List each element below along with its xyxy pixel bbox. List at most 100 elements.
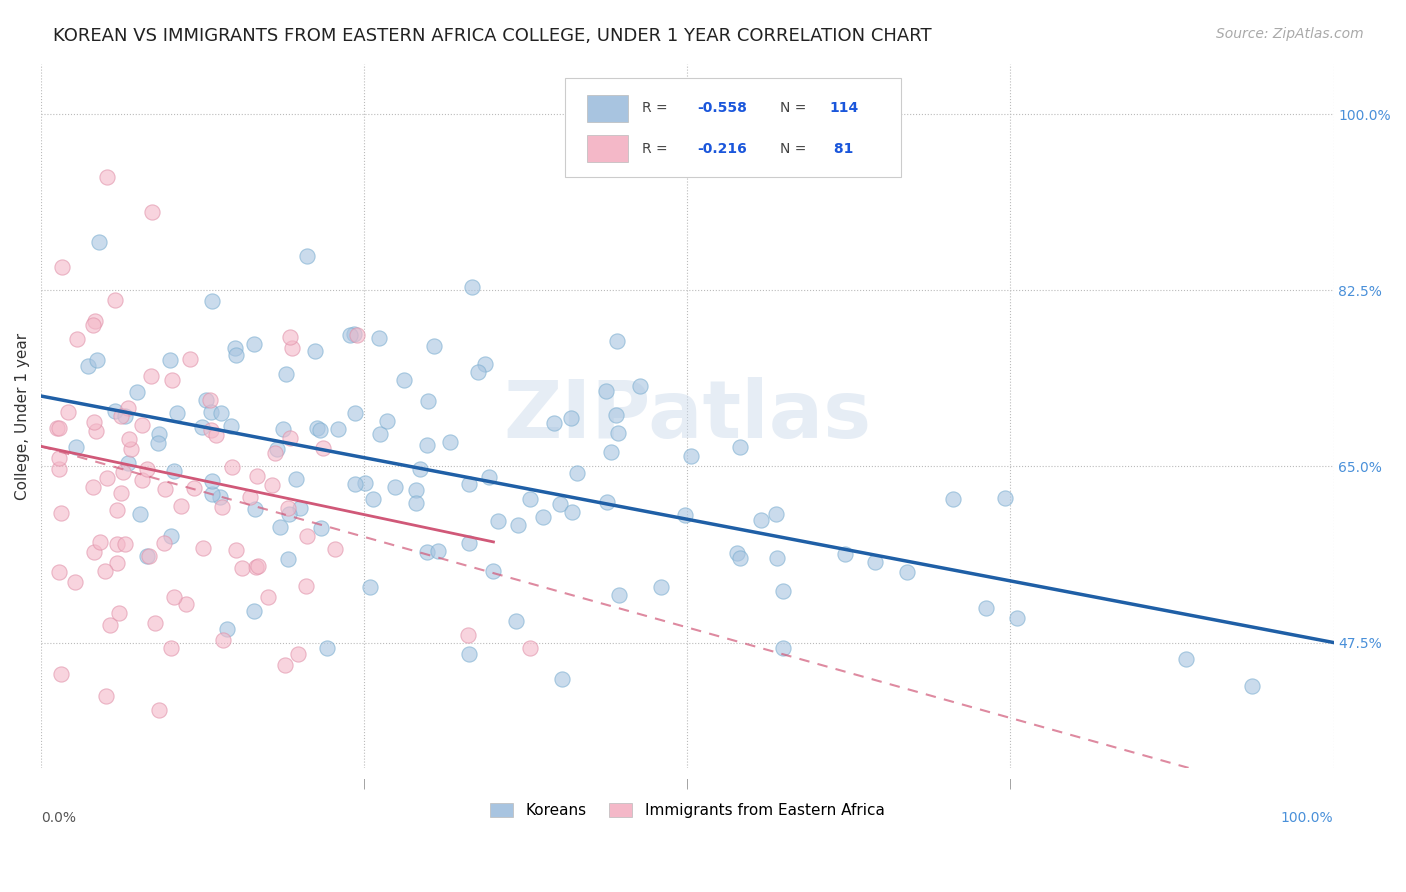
Point bbox=[295, 249, 318, 263]
Point bbox=[221, 459, 243, 474]
Point bbox=[225, 348, 247, 362]
Point bbox=[48, 565, 70, 579]
Point bbox=[772, 584, 794, 599]
Legend: Koreans, Immigrants from Eastern Africa: Koreans, Immigrants from Eastern Africa bbox=[484, 797, 890, 824]
Point bbox=[245, 560, 267, 574]
Point bbox=[179, 351, 201, 366]
Point bbox=[114, 537, 136, 551]
Text: 100.0%: 100.0% bbox=[1281, 811, 1333, 824]
Point bbox=[209, 406, 232, 420]
Point bbox=[974, 600, 997, 615]
Text: 114: 114 bbox=[830, 102, 859, 115]
Point bbox=[257, 590, 280, 604]
Point bbox=[98, 618, 121, 632]
Point bbox=[312, 441, 335, 455]
Point bbox=[565, 466, 588, 480]
FancyBboxPatch shape bbox=[565, 78, 901, 177]
Text: 81: 81 bbox=[830, 142, 853, 155]
Point bbox=[76, 359, 98, 373]
Point bbox=[46, 420, 69, 434]
Point bbox=[305, 421, 328, 435]
Point bbox=[416, 545, 439, 559]
Point bbox=[405, 483, 427, 497]
Point bbox=[58, 404, 80, 418]
Text: 0.0%: 0.0% bbox=[41, 811, 76, 824]
Point bbox=[243, 604, 266, 618]
Point bbox=[148, 703, 170, 717]
Point bbox=[117, 401, 139, 415]
Point bbox=[266, 442, 288, 457]
Point bbox=[139, 369, 162, 384]
Point bbox=[153, 483, 176, 497]
Point bbox=[277, 552, 299, 566]
Text: |: | bbox=[686, 779, 689, 789]
Point bbox=[605, 409, 627, 423]
Point bbox=[87, 235, 110, 249]
Point bbox=[863, 555, 886, 569]
Point bbox=[560, 411, 582, 425]
Point bbox=[375, 414, 398, 428]
Point bbox=[519, 641, 541, 656]
Point bbox=[239, 490, 262, 504]
Point bbox=[159, 353, 181, 368]
Point bbox=[48, 462, 70, 476]
Point bbox=[174, 597, 197, 611]
Point bbox=[209, 490, 232, 504]
Point bbox=[48, 421, 70, 435]
Point bbox=[94, 564, 117, 578]
Point bbox=[217, 622, 239, 636]
Point bbox=[328, 422, 350, 436]
FancyBboxPatch shape bbox=[586, 136, 628, 162]
Point bbox=[112, 466, 135, 480]
Point bbox=[474, 358, 496, 372]
Point bbox=[136, 461, 159, 475]
Point bbox=[160, 529, 183, 543]
Point bbox=[343, 406, 366, 420]
Point bbox=[201, 487, 224, 501]
Point bbox=[200, 405, 222, 419]
Point bbox=[505, 614, 527, 628]
Point bbox=[107, 606, 129, 620]
Point bbox=[531, 510, 554, 524]
Point bbox=[212, 632, 235, 647]
Point bbox=[457, 628, 479, 642]
Point bbox=[543, 416, 565, 430]
Point bbox=[486, 515, 509, 529]
Point bbox=[458, 647, 481, 661]
Text: N =: N = bbox=[780, 142, 811, 155]
Point bbox=[290, 500, 312, 515]
Point bbox=[49, 667, 72, 681]
Point bbox=[367, 331, 389, 345]
Point bbox=[607, 588, 630, 602]
Point bbox=[105, 502, 128, 516]
Point bbox=[416, 394, 439, 409]
Point bbox=[274, 367, 297, 381]
Point bbox=[104, 404, 127, 418]
Point bbox=[458, 476, 481, 491]
Text: -0.558: -0.558 bbox=[697, 102, 748, 115]
Point bbox=[84, 424, 107, 438]
Point bbox=[508, 517, 530, 532]
Point bbox=[162, 464, 184, 478]
Point bbox=[195, 393, 218, 408]
Point bbox=[246, 559, 269, 574]
Point bbox=[426, 544, 449, 558]
Point bbox=[606, 334, 628, 348]
Point bbox=[765, 507, 787, 521]
Point bbox=[405, 496, 427, 510]
Point bbox=[679, 449, 702, 463]
Point bbox=[422, 339, 444, 353]
Point bbox=[1005, 610, 1028, 624]
Point bbox=[138, 549, 160, 563]
Point bbox=[94, 689, 117, 703]
Point bbox=[84, 314, 107, 328]
Point bbox=[51, 507, 73, 521]
Point bbox=[114, 409, 136, 423]
Point bbox=[104, 293, 127, 308]
Point bbox=[143, 615, 166, 630]
Point bbox=[772, 640, 794, 655]
Point bbox=[284, 473, 307, 487]
Point bbox=[482, 564, 505, 578]
Text: R =: R = bbox=[643, 102, 672, 115]
Point bbox=[354, 475, 377, 490]
